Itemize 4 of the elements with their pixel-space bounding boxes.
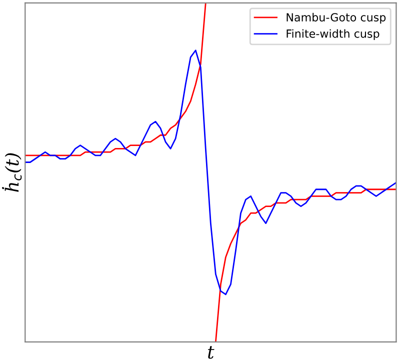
y-axis-title: ḣ$_{c}$(t): [2, 153, 22, 192]
x-axis-title: t: [208, 346, 214, 359]
legend-label: Nambu-Goto cusp: [286, 12, 386, 24]
legend-label: Finite-width cusp: [286, 29, 380, 40]
